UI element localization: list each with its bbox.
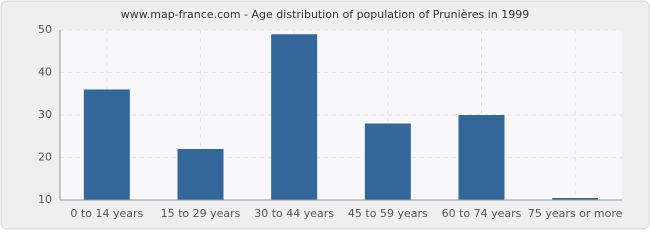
x-tick-label: 30 to 44 years [254, 207, 334, 220]
x-tick-label: 45 to 59 years [348, 207, 428, 220]
bar [364, 123, 411, 200]
y-tick-label: 10 [38, 193, 52, 206]
bar [271, 34, 318, 200]
bar [552, 198, 599, 200]
bar [83, 89, 130, 200]
bar [177, 149, 224, 200]
chart-title: www.map-france.com - Age distribution of… [121, 8, 529, 21]
y-tick-label: 20 [38, 151, 52, 164]
y-tick-label: 30 [38, 108, 52, 121]
bar [458, 115, 505, 200]
y-tick-label: 50 [38, 23, 52, 36]
page: www.map-france.com - Age distribution of… [0, 0, 650, 230]
x-tick-label: 60 to 74 years [442, 207, 522, 220]
chart: www.map-france.com - Age distribution of… [0, 0, 650, 230]
y-tick-label: 40 [38, 66, 52, 79]
x-tick-label: 15 to 29 years [161, 207, 241, 220]
x-tick-label: 0 to 14 years [70, 207, 143, 220]
x-tick-label: 75 years or more [528, 207, 623, 220]
